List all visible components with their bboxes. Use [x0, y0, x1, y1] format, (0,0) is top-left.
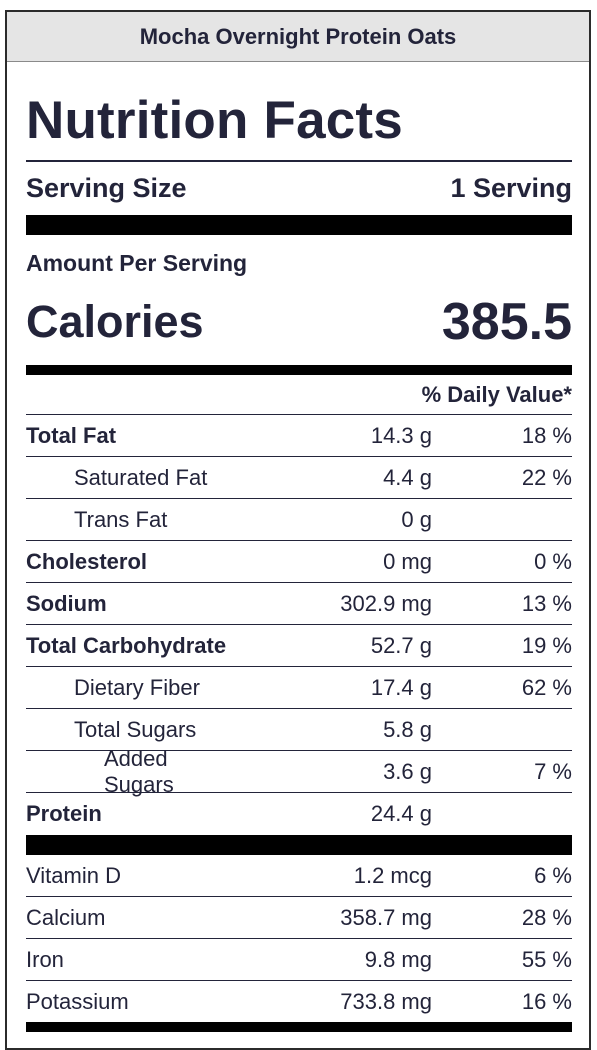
- nutrient-daily-value: 55 %: [521, 946, 572, 972]
- nutrient-row: Potassium 733.8 mg 16 %: [26, 981, 572, 1023]
- nutrient-amount: 0 mg: [383, 548, 432, 574]
- calories-label: Calories: [26, 296, 204, 347]
- calories-row: Calories 385.5: [26, 279, 572, 365]
- serving-size-value: 1 Serving: [450, 173, 572, 203]
- nutrient-amount: 5.8 g: [383, 716, 432, 742]
- daily-value-header: % Daily Value*: [26, 375, 572, 415]
- nutrient-daily-value: 7 %: [534, 758, 572, 784]
- nutrient-amount: 17.4 g: [370, 674, 432, 700]
- nutrient-name: Calcium: [26, 904, 106, 930]
- nutrient-row: Total Carbohydrate 52.7 g 19 %: [26, 625, 572, 667]
- nutrient-name: Total Carbohydrate: [26, 632, 227, 658]
- nutrient-row: Trans Fat 0 g: [26, 499, 572, 541]
- nutrient-amount: 24.4 g: [370, 801, 432, 826]
- nutrient-row: Vitamin D 1.2 mcg 6 %: [26, 855, 572, 897]
- label-content: Nutrition Facts Serving Size 1 Serving A…: [7, 62, 589, 1032]
- nutrient-daily-value: 18 %: [521, 422, 572, 448]
- serving-size-row: Serving Size 1 Serving: [26, 162, 572, 215]
- nutrient-daily-value: 6 %: [534, 862, 572, 888]
- nutrient-name: Saturated Fat: [74, 464, 208, 490]
- nutrient-row: Total Sugars 5.8 g: [26, 709, 572, 751]
- nutrient-row: Added Sugars 3.6 g 7 %: [26, 746, 572, 797]
- nutrient-daily-value: 0 %: [534, 548, 572, 574]
- nutrient-row: Dietary Fiber 17.4 g 62 %: [26, 667, 572, 709]
- nutrient-amount: 9.8 mg: [364, 946, 432, 972]
- nutrient-amount: 14.3 g: [370, 422, 432, 448]
- nutrient-row: Sodium 302.9 mg 13 %: [26, 583, 572, 625]
- nutrient-name: Added Sugars: [104, 745, 174, 797]
- nutrient-daily-value: 28 %: [521, 904, 572, 930]
- nutrient-amount: 4.4 g: [383, 464, 432, 490]
- recipe-title: Mocha Overnight Protein Oats: [139, 23, 457, 49]
- nutrient-row: Iron 9.8 mg 55 %: [26, 939, 572, 981]
- nutrient-daily-value: 22 %: [521, 464, 572, 490]
- nutrient-amount: 733.8 mg: [340, 989, 432, 1014]
- nutrient-table: Total Fat 14.3 g 18 % Saturated Fat 4.4 g 22 …: [26, 415, 572, 835]
- nutrient-amount: 3.6 g: [383, 758, 432, 784]
- nutrient-name: Potassium: [26, 989, 129, 1014]
- nutrient-name: Sodium: [26, 590, 107, 616]
- nutrient-name: Protein: [26, 801, 102, 826]
- nutrient-row: Calcium 358.7 mg 28 %: [26, 897, 572, 939]
- bottom-divider: [26, 1022, 572, 1032]
- nutrient-row: Total Fat 14.3 g 18 %: [26, 415, 572, 457]
- nutrient-daily-value: 13 %: [521, 590, 572, 616]
- nutrient-row: Protein 24.4 g: [26, 793, 572, 835]
- recipe-title-bar: Mocha Overnight Protein Oats: [7, 12, 589, 62]
- nutrient-name: Trans Fat: [74, 506, 168, 532]
- nutrient-daily-value: 16 %: [521, 989, 572, 1014]
- nutrient-name: Cholesterol: [26, 548, 148, 574]
- nutrient-name: Vitamin D: [26, 862, 121, 888]
- nutrition-label: Mocha Overnight Protein Oats Nutrition F…: [5, 10, 591, 1050]
- nutrient-amount: 52.7 g: [370, 632, 432, 658]
- nutrient-amount: 0 g: [401, 506, 432, 532]
- nutrient-amount: 302.9 mg: [340, 590, 432, 616]
- nutrient-daily-value: 62 %: [521, 674, 572, 700]
- nutrient-name: Total Sugars: [74, 716, 197, 742]
- medium-divider: [26, 365, 572, 375]
- nutrient-row: Saturated Fat 4.4 g 22 %: [26, 457, 572, 499]
- nutrient-amount: 358.7 mg: [340, 904, 432, 930]
- nutrient-name: Dietary Fiber: [74, 674, 200, 700]
- vitamin-divider: [26, 835, 572, 855]
- vitamin-table: Vitamin D 1.2 mcg 6 % Calcium 358.7 mg 28 % Ir…: [26, 855, 572, 1023]
- nutrition-facts-heading: Nutrition Facts: [26, 62, 572, 162]
- serving-size-label: Serving Size: [26, 173, 187, 203]
- amount-per-serving: Amount Per Serving: [26, 250, 248, 276]
- nutrient-name: Total Fat: [26, 422, 117, 448]
- thick-divider: [26, 215, 572, 235]
- nutrient-row: Cholesterol 0 mg 0 %: [26, 541, 572, 583]
- nutrient-name: Iron: [26, 946, 64, 972]
- calories-value: 385.5: [441, 293, 572, 351]
- nutrient-daily-value: 19 %: [521, 632, 572, 658]
- nutrient-amount: 1.2 mcg: [353, 862, 432, 888]
